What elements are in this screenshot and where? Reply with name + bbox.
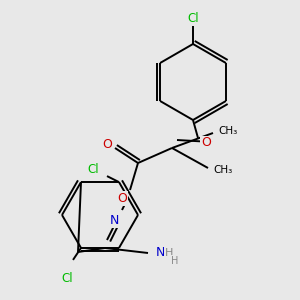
Text: O: O: [201, 136, 211, 149]
Text: Cl: Cl: [87, 163, 99, 176]
Text: Cl: Cl: [61, 272, 73, 285]
Text: O: O: [117, 191, 127, 205]
Text: N: N: [109, 214, 119, 226]
Text: CH₃: CH₃: [218, 126, 238, 136]
Text: N: N: [156, 247, 165, 260]
Text: O: O: [102, 137, 112, 151]
Text: H: H: [165, 248, 173, 258]
Text: H: H: [171, 256, 178, 266]
Text: CH₃: CH₃: [213, 165, 232, 175]
Text: Cl: Cl: [187, 13, 199, 26]
